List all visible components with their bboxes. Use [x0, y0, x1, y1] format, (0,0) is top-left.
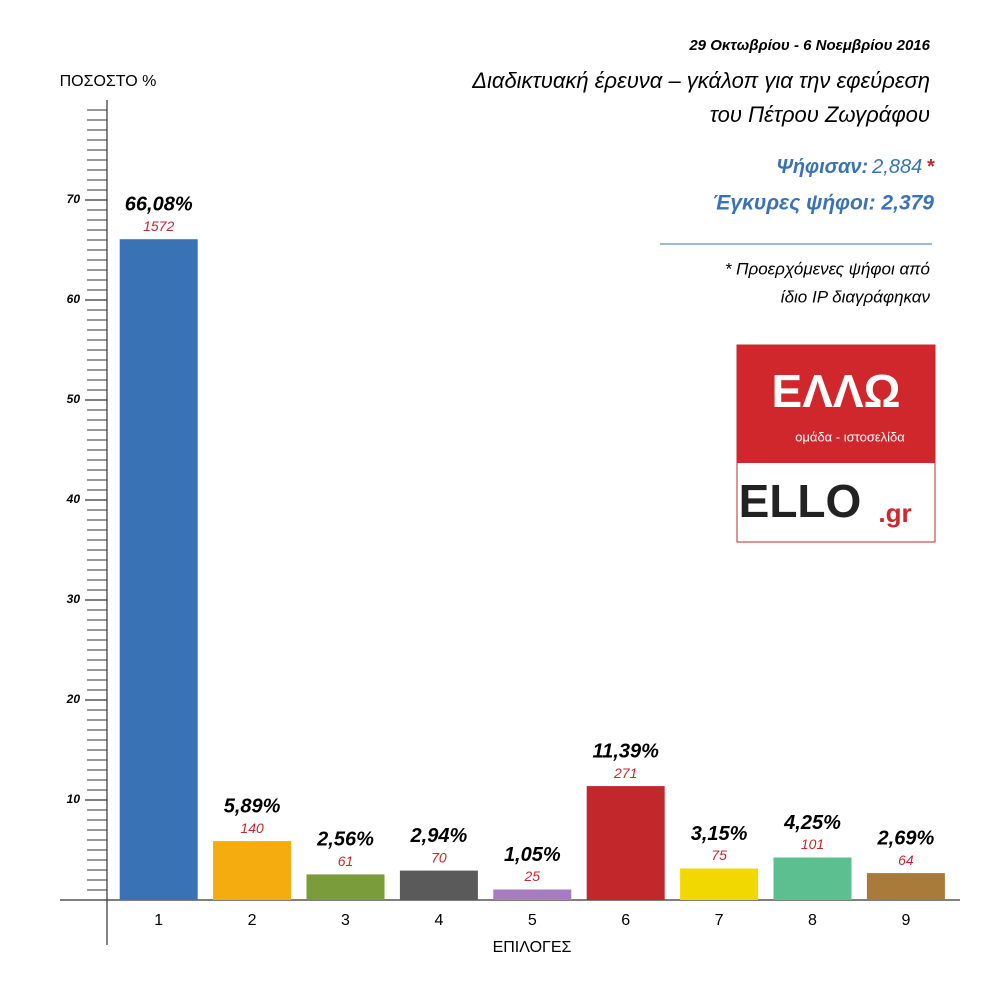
y-tick-label: 10: [67, 792, 81, 806]
bar: [119, 239, 198, 900]
title: του Πέτρου Ζωγράφου: [710, 102, 930, 127]
asterisk: *: [926, 156, 935, 178]
valid-votes: Έγκυρες ψήφοι: 2,379: [712, 192, 934, 215]
bar: [773, 857, 852, 900]
bar: [866, 873, 945, 900]
x-tick-label: 4: [434, 912, 443, 929]
value-label: 5,89%: [224, 795, 281, 817]
x-axis-label: ΕΠΙΛΟΓΕΣ: [493, 939, 572, 956]
y-tick-label: 60: [67, 292, 81, 306]
count-label: 75: [711, 847, 727, 863]
note: ίδιο IP διαγράφηκαν: [781, 287, 931, 306]
count-label: 70: [431, 849, 447, 865]
bar: [680, 868, 759, 900]
count-label: 64: [898, 852, 914, 868]
value-label: 11,39%: [593, 740, 660, 762]
logo-latin: ELLO: [739, 475, 862, 527]
bar: [306, 874, 385, 900]
x-tick-label: 8: [808, 912, 817, 929]
count-label: 101: [801, 836, 824, 852]
count-label: 271: [613, 765, 637, 781]
x-tick-label: 9: [901, 912, 910, 929]
title: Διαδικτυακή έρευνα – γκάλοπ για την εφεύ…: [471, 68, 930, 93]
y-axis-label: ΠΟΣΟΣΤΟ %: [60, 73, 157, 90]
value-label: 2,69%: [877, 827, 935, 849]
x-tick-label: 7: [715, 912, 724, 929]
count-label: 25: [524, 868, 541, 884]
value-label: 2,56%: [316, 829, 374, 851]
value-label: 1,05%: [504, 844, 561, 866]
note: * Προερχόμενες ψήφοι από: [725, 259, 930, 278]
bar: [586, 786, 665, 900]
x-tick-label: 5: [528, 912, 537, 929]
y-tick-label: 70: [67, 192, 81, 206]
value-label: 2,94%: [410, 825, 468, 847]
logo: ΕΛΛΩ ομάδα - ιστοσελίδα ELLO .gr: [736, 344, 936, 543]
x-tick-label: 3: [341, 912, 350, 929]
x-tick-label: 2: [248, 912, 257, 929]
voted-value: 2,884: [871, 156, 922, 178]
count-label: 1572: [143, 218, 174, 234]
y-tick-label: 50: [67, 392, 81, 406]
voted: Ψήφισαν: 2,884 *: [776, 156, 935, 178]
logo-red: [737, 345, 935, 463]
y-tick-label: 30: [67, 592, 81, 606]
count-label: 61: [338, 853, 354, 869]
value-label: 4,25%: [783, 812, 841, 834]
x-tick-label: 1: [154, 912, 163, 929]
y-tick-label: 20: [66, 692, 81, 706]
count-label: 140: [240, 820, 264, 836]
value-label: 3,15%: [691, 823, 748, 845]
bar: [399, 870, 478, 900]
date: 29 Οκτωβρίου - 6 Νοεμβρίου 2016: [688, 37, 930, 54]
y-tick-label: 40: [66, 492, 81, 506]
value-label: 66,08%: [125, 193, 193, 215]
x-tick-label: 6: [621, 912, 630, 929]
logo-domain: .gr: [878, 498, 911, 528]
bar: [493, 889, 572, 900]
bar: [213, 841, 292, 900]
logo-tagline: ομάδα - ιστοσελίδα: [795, 429, 905, 444]
voted-label: Ψήφισαν:: [776, 156, 868, 178]
logo-greek: ΕΛΛΩ: [772, 365, 901, 417]
